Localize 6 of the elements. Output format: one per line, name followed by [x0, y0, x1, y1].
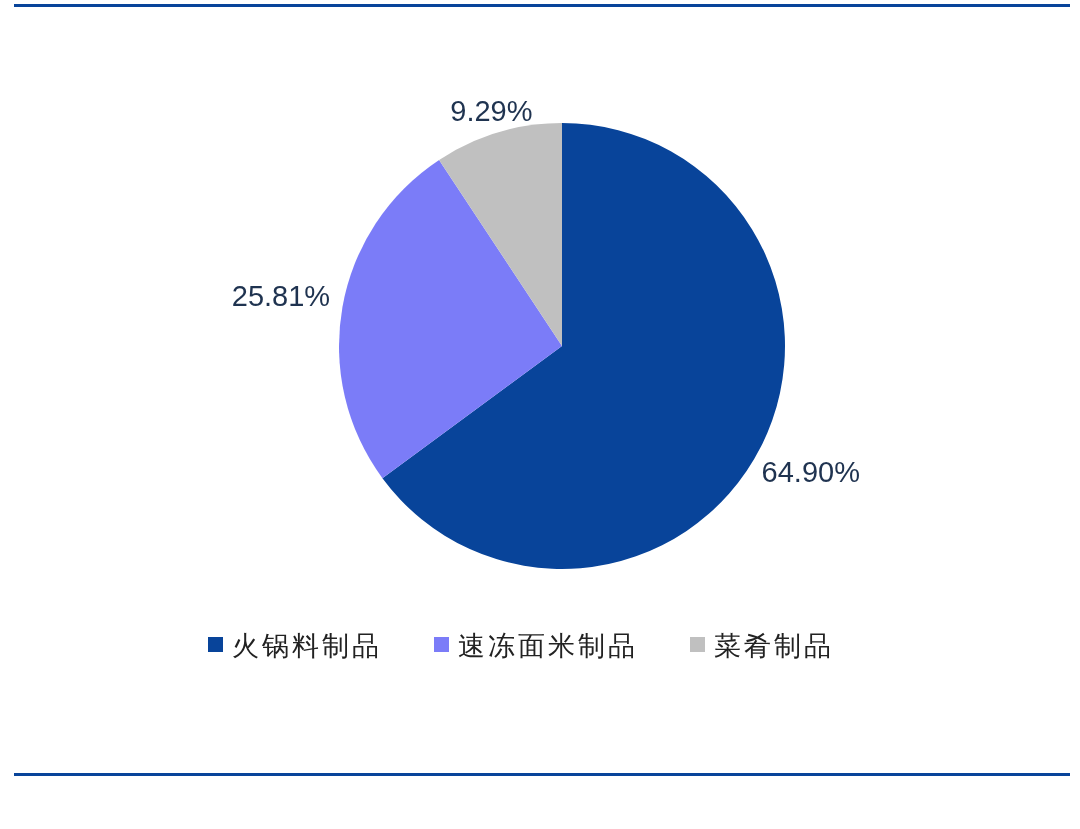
- legend-label: 火锅料制品: [232, 631, 382, 661]
- legend-label: 速冻面米制品: [458, 631, 638, 661]
- data-label: 64.90%: [761, 455, 860, 488]
- data-label: 9.29%: [450, 95, 533, 128]
- legend-label: 菜肴制品: [714, 631, 834, 661]
- data-label: 25.81%: [231, 279, 331, 312]
